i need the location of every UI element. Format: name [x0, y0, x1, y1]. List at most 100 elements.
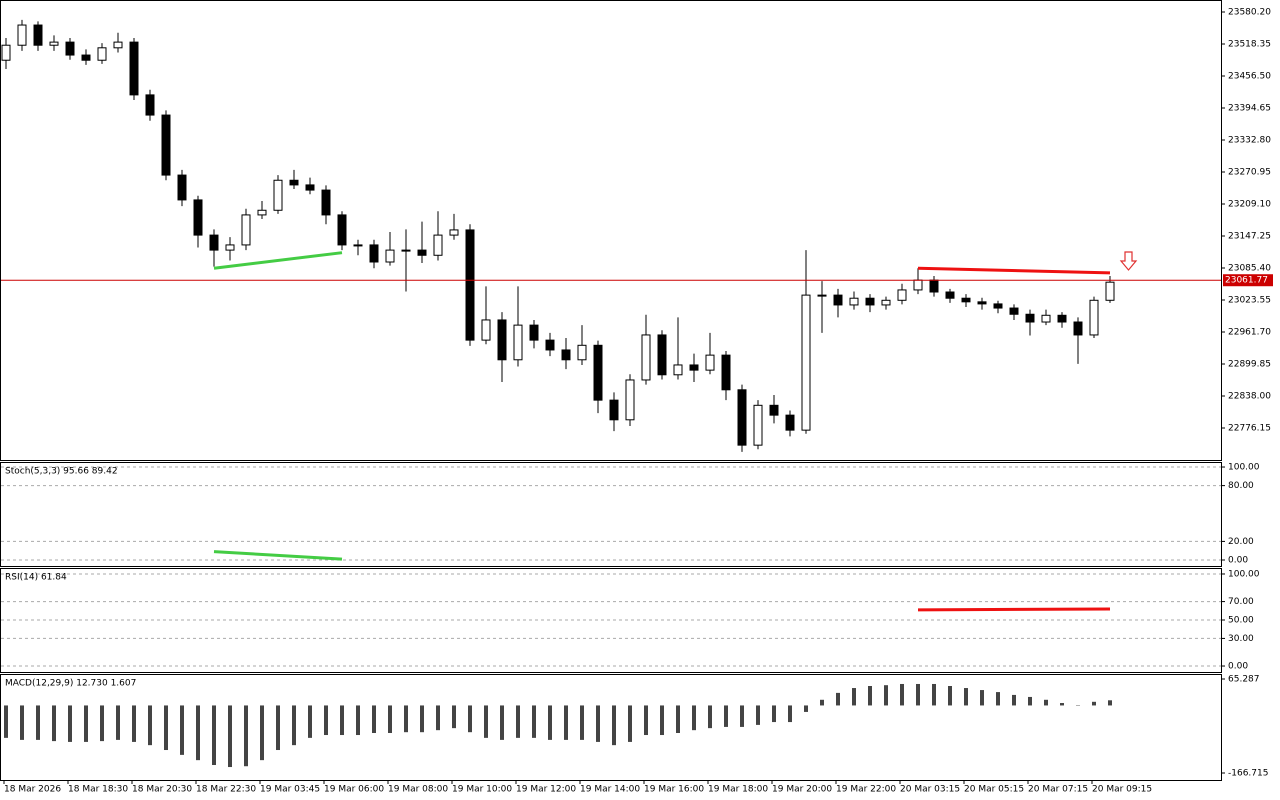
candle-body — [417, 249, 427, 256]
histogram-bar — [724, 705, 728, 727]
y-tick-label: 65.287 — [1228, 675, 1260, 685]
trend-line — [917, 607, 1111, 612]
x-tick-label: 19 Mar 12:00 — [516, 785, 576, 795]
candle-body — [657, 334, 667, 376]
y-tick-label: 22838.00 — [1228, 392, 1271, 402]
x-tick-label: 20 Mar 03:15 — [900, 785, 960, 795]
candle-body — [577, 344, 587, 361]
panel-title: RSI(14) 61.84 — [5, 573, 67, 583]
candle-body — [977, 301, 987, 305]
x-tick-label: 19 Mar 18:00 — [708, 785, 768, 795]
histogram-bar — [916, 683, 920, 706]
histogram-bar — [164, 705, 168, 751]
candle-body — [161, 114, 171, 176]
histogram-bar — [372, 705, 376, 734]
histogram-bar — [692, 705, 696, 731]
candle-body — [1009, 307, 1019, 315]
y-tick-label: 22961.70 — [1228, 328, 1271, 338]
histogram-bar — [436, 705, 440, 731]
candle-body — [897, 289, 907, 301]
x-tick-label: 18 Mar 2026 — [4, 785, 61, 795]
histogram-bar — [4, 705, 8, 738]
x-tick-label: 20 Mar 07:15 — [1028, 785, 1088, 795]
histogram-bar — [1012, 694, 1016, 706]
candle-body — [769, 404, 779, 416]
candle-body — [273, 179, 283, 211]
x-tick-label: 20 Mar 09:15 — [1092, 785, 1152, 795]
y-tick-label: -166.715 — [1228, 768, 1268, 778]
histogram-bar — [308, 705, 312, 738]
y-tick-label: 23518.35 — [1228, 40, 1271, 50]
x-tick-label: 18 Mar 20:30 — [132, 785, 192, 795]
candle-body — [241, 214, 251, 246]
histogram-bar — [932, 683, 936, 706]
histogram-bar — [900, 683, 904, 706]
histogram-bar — [996, 692, 1000, 706]
trend-line — [917, 266, 1111, 275]
candle-body — [113, 41, 123, 49]
candle-body — [705, 354, 715, 371]
candle-body — [1089, 299, 1099, 336]
candle-body — [449, 229, 459, 236]
histogram-bar — [980, 690, 984, 706]
candle-body — [353, 244, 363, 247]
candle-body — [97, 47, 107, 61]
y-tick-label: 23209.10 — [1228, 200, 1271, 210]
candle-body — [561, 349, 571, 361]
histogram-bar — [100, 705, 104, 742]
histogram-bar — [244, 705, 248, 767]
candle-body — [913, 279, 923, 291]
histogram-bar — [756, 705, 760, 725]
histogram-bar — [148, 705, 152, 746]
y-tick-label: 23085.40 — [1228, 264, 1271, 274]
candle-body — [305, 184, 315, 191]
histogram-bar — [292, 705, 296, 746]
candle-body — [481, 319, 491, 341]
candle-body — [1073, 321, 1083, 336]
candle-body — [1041, 314, 1051, 323]
candle-body — [65, 41, 75, 56]
candle-body — [497, 319, 507, 361]
candle-body — [337, 214, 347, 246]
candle-body — [833, 294, 843, 306]
histogram-bar — [420, 705, 424, 733]
candle-body — [257, 209, 267, 216]
histogram-bar — [868, 686, 872, 706]
histogram-bar — [772, 705, 776, 723]
histogram-bar — [628, 705, 632, 742]
y-tick-label: 20.00 — [1228, 537, 1254, 547]
price-label: 23061.77 — [1225, 276, 1268, 286]
histogram-bar — [388, 705, 392, 734]
candle-body — [33, 24, 43, 46]
histogram-bar — [260, 705, 264, 761]
y-tick-label: 0.00 — [1228, 556, 1248, 566]
y-tick-label: 23270.95 — [1228, 168, 1271, 178]
candle-body — [609, 399, 619, 421]
histogram-bar — [340, 705, 344, 736]
histogram-bar — [836, 692, 840, 706]
candle-body — [865, 297, 875, 306]
candle-body — [753, 404, 763, 446]
histogram-bar — [452, 705, 456, 729]
histogram-bar — [852, 688, 856, 706]
candle-body — [929, 279, 939, 293]
candle-body — [673, 364, 683, 376]
x-tick-label: 19 Mar 14:00 — [580, 785, 640, 795]
candle-body — [961, 297, 971, 303]
candle-body — [1, 44, 11, 61]
candle-body — [785, 414, 795, 431]
y-tick-label: 23332.80 — [1228, 136, 1271, 146]
histogram-bar — [740, 705, 744, 727]
histogram-bar — [964, 688, 968, 706]
candle-body — [993, 303, 1003, 309]
histogram-bar — [228, 705, 232, 768]
y-tick-label: 23023.55 — [1228, 296, 1271, 306]
histogram-bar — [1092, 701, 1096, 706]
candle-body — [209, 234, 219, 251]
x-tick-label: 19 Mar 10:00 — [452, 785, 512, 795]
candle-body — [625, 379, 635, 421]
histogram-bar — [564, 705, 568, 740]
histogram-bar — [1060, 703, 1064, 706]
histogram-bar — [532, 705, 536, 738]
